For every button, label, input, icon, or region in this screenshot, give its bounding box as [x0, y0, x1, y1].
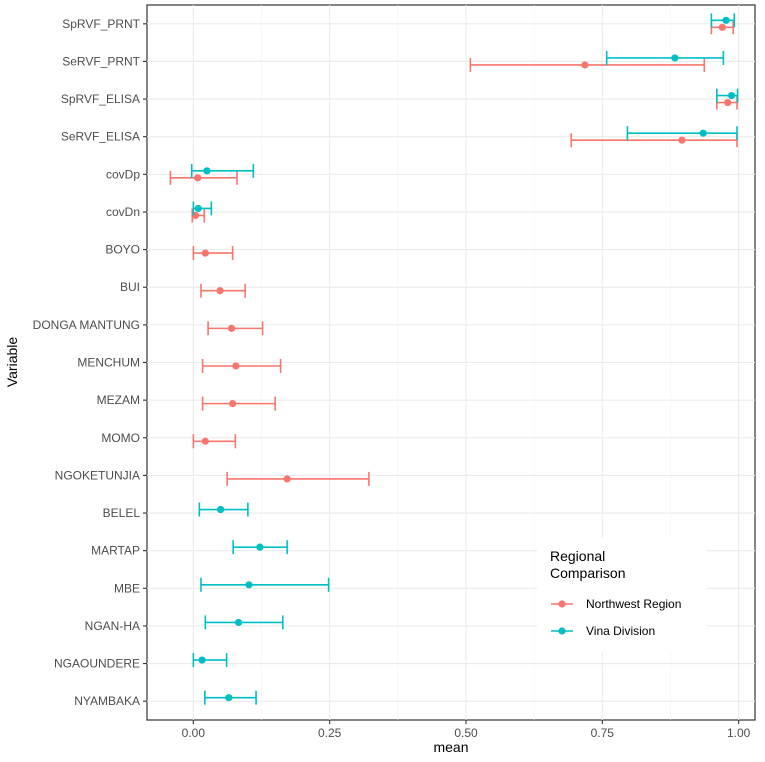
y-tick-label: NGOKETUNJIA [55, 468, 140, 482]
mean-point-northwest-region-mezam [229, 400, 237, 408]
mean-point-vina-division-sprvf-elisa [727, 91, 736, 100]
y-tick-label: MBE [114, 581, 140, 595]
mean-point-northwest-region-momo [201, 437, 209, 445]
legend-label-northwest-region: Northwest Region [586, 597, 681, 611]
mean-point-vina-division-martap [256, 543, 264, 551]
y-axis: SpRVF_PRNT SeRVF_PRNT SpRVF_ELISA SeRVF_ELI… [33, 17, 147, 708]
y-tick-label: MEZAM [97, 393, 140, 407]
y-tick-label: BOYO [105, 243, 140, 257]
x-tick-label: 0.75 [591, 726, 615, 740]
mean-point-northwest-region-sprvf-elisa [724, 98, 732, 107]
y-tick-label: NYAMBAKA [74, 694, 140, 708]
mean-point-vina-division-sprvf-prnt [722, 16, 730, 24]
y-tick-label: DONGA MANTUNG [33, 318, 140, 332]
legend-box [537, 538, 707, 652]
legend-title-line1: Regional [550, 548, 605, 564]
y-tick-label: MARTAP [91, 544, 140, 558]
y-tick-label: SeRVF_ELISA [61, 130, 140, 144]
mean-point-vina-division-mbe [245, 581, 253, 589]
mean-point-vina-division-nyambaka [225, 694, 233, 702]
x-tick-label: 0.50 [454, 726, 478, 740]
mean-point-northwest-region-bui [216, 287, 224, 295]
mean-point-vina-division-ngan-ha [235, 618, 243, 627]
x-tick-label: 1.00 [727, 726, 751, 740]
y-tick-label: covDp [106, 167, 140, 181]
legend-key-point-vina-division [558, 627, 566, 635]
y-axis-title: Variable [4, 337, 20, 388]
legend-title-line2: Comparison [550, 565, 625, 581]
y-tick-label: NGAN-HA [85, 619, 140, 633]
mean-point-northwest-region-sprvf-prnt [718, 23, 726, 31]
mean-point-northwest-region-donga-mantung [227, 324, 236, 332]
x-tick-label: 0.00 [182, 726, 206, 740]
y-tick-label: covDn [106, 205, 140, 219]
y-tick-label: SpRVF_PRNT [62, 17, 140, 31]
mean-point-northwest-region-servf-prnt [581, 61, 589, 69]
y-tick-label: MENCHUM [77, 356, 140, 370]
mean-point-northwest-region-ngoketunjia [283, 475, 291, 483]
mean-point-vina-division-servf-elisa [699, 129, 707, 137]
x-axis: 0.00 0.25 0.50 0.75 1.00 [182, 720, 751, 740]
mean-point-vina-division-servf-prnt [671, 54, 679, 62]
mean-point-vina-division-covdp [203, 167, 211, 175]
mean-point-northwest-region-menchum [232, 362, 240, 370]
mean-point-vina-division-ngaoundere [198, 656, 206, 664]
mean-point-northwest-region-covdp [194, 174, 202, 182]
mean-point-northwest-region-servf-elisa [678, 136, 686, 144]
y-tick-label: SeRVF_PRNT [62, 54, 140, 68]
y-tick-label: NGAOUNDERE [54, 657, 140, 671]
data-marks [169, 13, 739, 705]
legend: Regional Comparison Northwest Region Vina… [537, 538, 707, 652]
legend-entries: Northwest Region Vina Division [551, 597, 681, 638]
mean-point-vina-division-covdn [194, 204, 202, 213]
legend-key-point-northwest-region [558, 600, 566, 608]
x-tick-label: 0.25 [318, 726, 342, 740]
mean-point-northwest-region-boyo [201, 249, 209, 257]
x-axis-title: mean [433, 739, 468, 755]
mean-point-vina-division-belel [217, 505, 225, 514]
y-tick-label: SpRVF_ELISA [61, 92, 140, 106]
legend-label-vina-division: Vina Division [586, 624, 655, 638]
y-tick-label: BUI [120, 280, 140, 294]
y-tick-label: BELEL [103, 506, 141, 520]
y-tick-label: MOMO [101, 431, 140, 445]
